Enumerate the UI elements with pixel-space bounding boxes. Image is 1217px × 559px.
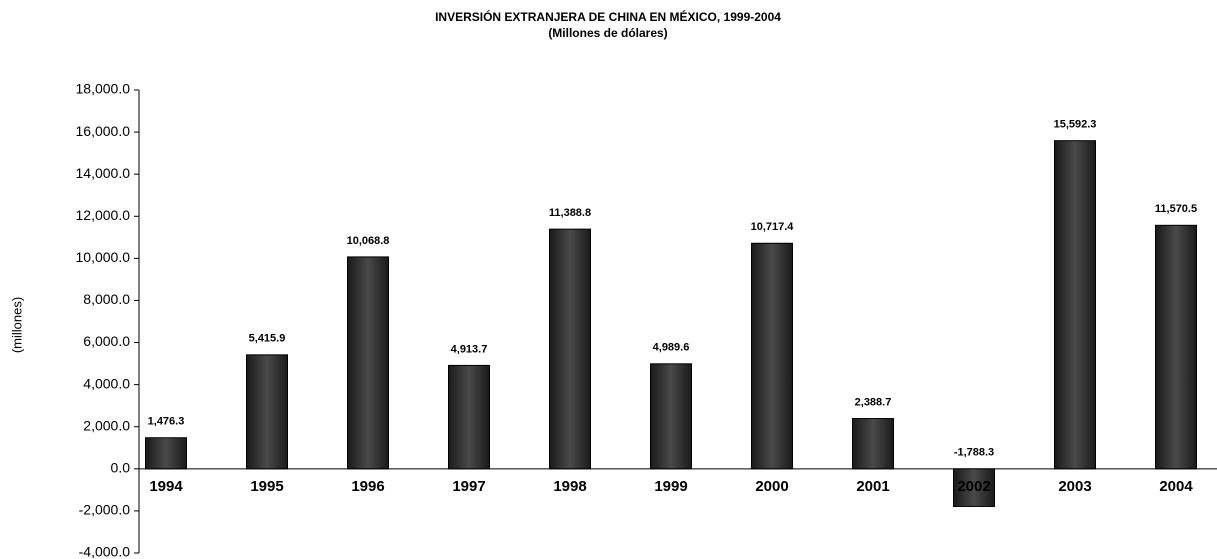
x-tick-label: 2004 <box>1159 478 1193 495</box>
bar <box>448 364 490 470</box>
bar <box>751 242 793 470</box>
y-tick-label: -2,000.0 <box>79 502 131 518</box>
value-label: 1,476.3 <box>148 416 185 428</box>
y-tick-label: 18,000.0 <box>76 81 131 97</box>
x-tick-label: 1999 <box>654 478 687 495</box>
bar <box>145 437 187 470</box>
y-tick-label: 0.0 <box>111 460 131 476</box>
y-tick-label: 2,000.0 <box>83 417 130 433</box>
bar <box>1054 140 1096 470</box>
bar <box>1155 224 1197 470</box>
bar <box>953 468 995 507</box>
y-tick-label: -4,000.0 <box>79 544 131 559</box>
x-tick-label: 1994 <box>149 478 183 495</box>
y-tick-label: 12,000.0 <box>76 207 131 223</box>
value-label: 4,913.7 <box>451 343 488 355</box>
value-label: 15,592.3 <box>1054 119 1097 131</box>
value-label: 11,570.5 <box>1155 203 1197 215</box>
y-tick-label: 6,000.0 <box>83 333 130 349</box>
y-axis-label: (millones) <box>9 297 24 353</box>
x-tick-label: 1996 <box>351 478 384 495</box>
bar <box>246 354 288 470</box>
y-tick-label: 4,000.0 <box>83 375 130 391</box>
x-tick-label: 2001 <box>856 478 889 495</box>
value-label: -1,788.3 <box>954 447 994 459</box>
x-tick-label: 1998 <box>553 478 586 495</box>
value-label: 4,989.6 <box>653 342 690 354</box>
value-label: 2,388.7 <box>855 396 892 408</box>
y-tick-label: 8,000.0 <box>83 291 130 307</box>
value-label: 10,068.8 <box>347 235 390 247</box>
bar <box>650 363 692 470</box>
x-tick-label: 1997 <box>452 478 485 495</box>
x-tick-label: 1995 <box>250 478 283 495</box>
value-label: 10,717.4 <box>751 221 795 233</box>
y-tick-label: 16,000.0 <box>76 123 131 139</box>
x-tick-label: 2003 <box>1058 478 1091 495</box>
y-tick-label: 14,000.0 <box>76 165 131 181</box>
value-label: 11,388.8 <box>549 207 591 219</box>
y-tick-label: 10,000.0 <box>76 249 131 265</box>
bar <box>852 418 894 470</box>
chart-title: INVERSIÓN EXTRANJERA DE CHINA EN MÉXICO,… <box>435 9 781 24</box>
x-tick-label: 2002 <box>957 478 990 495</box>
value-label: 5,415.9 <box>249 333 286 345</box>
chart-subtitle: (Millones de dólares) <box>548 26 667 40</box>
bar <box>347 256 389 470</box>
x-tick-label: 2000 <box>755 478 788 495</box>
bar <box>549 228 591 470</box>
